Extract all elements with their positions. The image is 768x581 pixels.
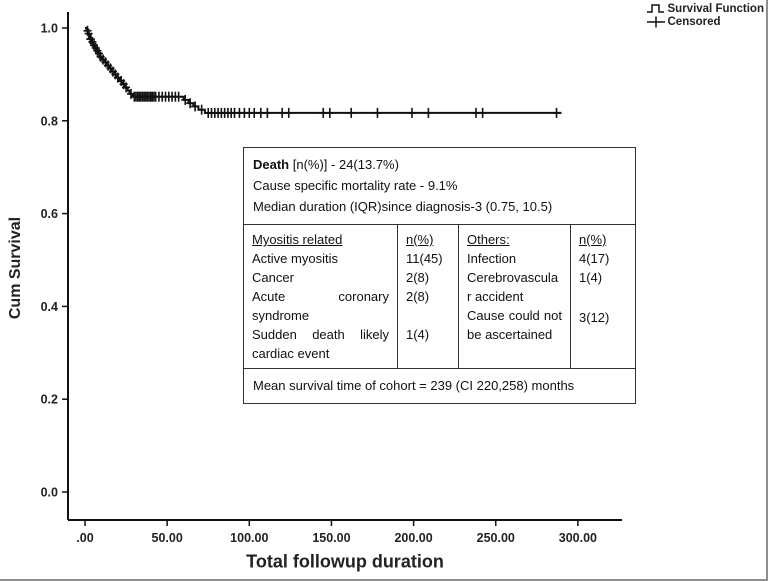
svg-text:50.00: 50.00	[152, 531, 183, 545]
column-header: Others:	[467, 232, 510, 247]
mortality-rate-line: Cause specific mortality rate - 9.1%	[253, 178, 458, 193]
table-cell: 2(8)	[406, 270, 430, 285]
legend-label-survival-function: Survival Function	[667, 3, 765, 15]
svg-text:250.00: 250.00	[477, 531, 515, 545]
table-cell: Infection	[467, 251, 517, 266]
svg-text:200.00: 200.00	[394, 531, 432, 545]
legend-item-survival-function: Survival Function	[646, 3, 765, 15]
legend: Survival Function Censored	[646, 3, 765, 28]
column-header: n(%)	[579, 232, 607, 247]
svg-text:0.4: 0.4	[41, 300, 58, 314]
svg-text:1.0: 1.0	[41, 22, 58, 36]
scan-edge	[0, 579, 768, 581]
mean-survival-footer: Mean survival time of cohort = 239 (CI 2…	[244, 368, 635, 403]
table-cell: 1(4)	[579, 270, 603, 285]
table-cell: Active myositis	[252, 251, 338, 266]
table-cell: Acute coronary syndrome	[252, 289, 389, 323]
svg-text:0.6: 0.6	[41, 207, 58, 221]
cause-of-death-table: Myositis related Active myositis Cancer …	[244, 224, 635, 368]
median-duration-line: Median duration (IQR)since diagnosis-3 (…	[253, 199, 553, 214]
death-summary-box: Death [n(%)] - 24(13.7%) Cause specific …	[243, 147, 636, 404]
table-cell: 11(45)	[406, 251, 443, 266]
svg-text:100.00: 100.00	[230, 531, 268, 545]
svg-text:150.00: 150.00	[312, 531, 350, 545]
column-myositis-n-percent: n(%) 11(45) 2(8) 2(8) 1(4)	[397, 225, 458, 368]
column-others-n-percent: n(%) 4(17) 1(4) 3(12)	[570, 225, 635, 368]
step-line-icon	[646, 3, 665, 15]
table-cell: Cerebrovascular accident	[467, 270, 559, 304]
svg-text:.00: .00	[76, 531, 93, 545]
plus-marker-icon	[646, 16, 665, 28]
legend-item-censored: Censored	[646, 16, 765, 28]
scan-edge	[766, 0, 768, 581]
table-cell: Sudden death likely cardiac event	[252, 327, 389, 361]
table-cell: 2(8)	[406, 289, 430, 304]
table-cell: 3(12)	[579, 310, 610, 325]
column-header: Myositis related	[252, 232, 343, 247]
table-cell: Cancer	[252, 270, 294, 285]
svg-text:0.8: 0.8	[41, 114, 58, 128]
svg-text:0.2: 0.2	[41, 393, 58, 407]
death-count-line: Death [n(%)] - 24(13.7%)	[253, 157, 399, 172]
column-header: n(%)	[406, 232, 434, 247]
legend-label-censored: Censored	[667, 16, 721, 28]
table-cell: 4(17)	[579, 251, 610, 266]
x-axis-title: Total followup duration	[246, 551, 444, 572]
column-others: Others: Infection Cerebrovascular accide…	[458, 225, 570, 368]
table-cell: 1(4)	[406, 327, 430, 342]
y-axis-title: Cum Survival	[7, 216, 24, 320]
table-cell: Cause could not be ascertained	[467, 308, 562, 342]
svg-text:0.0: 0.0	[41, 486, 58, 500]
death-summary-header: Death [n(%)] - 24(13.7%) Cause specific …	[244, 148, 635, 224]
svg-text:300.00: 300.00	[559, 531, 597, 545]
column-myositis-related: Myositis related Active myositis Cancer …	[244, 225, 397, 368]
